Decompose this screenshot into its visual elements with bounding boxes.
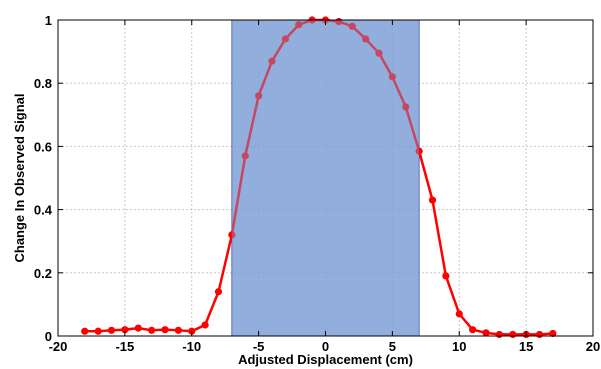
data-point xyxy=(148,326,156,334)
data-point xyxy=(268,57,276,65)
x-tick-label: 15 xyxy=(519,339,533,354)
data-point xyxy=(469,326,477,334)
y-tick-label: 0.8 xyxy=(34,76,52,91)
y-axis-title: Change In Observed Signal xyxy=(12,93,27,262)
x-axis-title: Adjusted Displacement (cm) xyxy=(238,352,413,367)
x-tick-label: -5 xyxy=(253,339,265,354)
x-tick-label: 20 xyxy=(586,339,600,354)
data-point xyxy=(295,21,303,29)
data-point xyxy=(81,327,89,335)
y-axis-ticks: 0 0.2 0.4 0.6 0.8 1 xyxy=(34,13,593,344)
x-tick-label: 10 xyxy=(452,339,466,354)
data-point xyxy=(415,147,423,155)
data-point xyxy=(375,49,383,57)
data-point xyxy=(134,324,142,332)
data-point xyxy=(482,329,490,337)
data-point xyxy=(348,22,356,30)
data-point xyxy=(455,310,463,318)
data-point xyxy=(428,196,437,204)
data-point xyxy=(442,272,450,280)
data-point xyxy=(174,326,182,334)
data-point xyxy=(94,327,102,335)
x-tick-label: -10 xyxy=(182,339,201,354)
data-point xyxy=(388,73,396,81)
data-point xyxy=(241,152,249,160)
y-tick-label: 0.6 xyxy=(34,139,52,154)
x-tick-label: 0 xyxy=(322,339,329,354)
y-tick-label: 0.4 xyxy=(34,203,53,218)
data-point xyxy=(549,329,557,338)
data-point xyxy=(281,35,289,43)
x-tick-label: -15 xyxy=(115,339,134,354)
data-point xyxy=(228,231,236,239)
x-tick-label: -20 xyxy=(49,339,68,354)
data-point xyxy=(214,288,223,296)
y-tick-label: 0.2 xyxy=(34,266,52,281)
data-point xyxy=(161,326,169,334)
data-point xyxy=(362,35,370,43)
data-point xyxy=(201,321,209,329)
x-tick-label: 5 xyxy=(389,339,396,354)
y-tick-label: 1 xyxy=(45,13,52,28)
series-group xyxy=(81,16,557,339)
data-point xyxy=(535,330,544,339)
y-tick-label: 0 xyxy=(45,329,52,344)
data-point xyxy=(255,92,263,100)
data-point xyxy=(121,326,129,334)
x-axis-ticks: -20 -15 -10 -5 0 5 10 15 20 xyxy=(49,20,600,354)
data-point xyxy=(509,330,517,339)
data-point xyxy=(402,103,410,111)
highlight-overlay xyxy=(231,20,420,336)
data-point xyxy=(495,330,503,339)
data-point xyxy=(107,326,116,334)
